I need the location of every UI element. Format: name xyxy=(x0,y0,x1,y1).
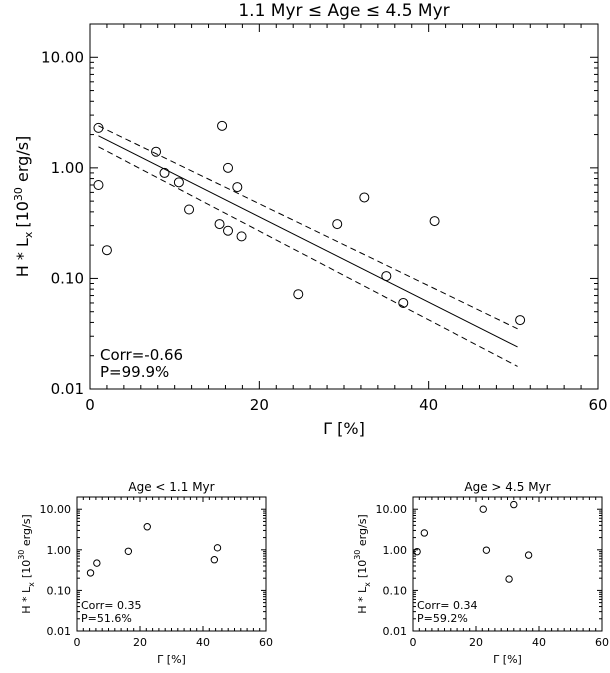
chart-title: 1.1 Myr ≤ Age ≤ 4.5 Myr xyxy=(238,1,449,21)
probability-label: P=51.6% xyxy=(81,612,132,625)
y-tick-label: 0.01 xyxy=(47,625,72,638)
data-point xyxy=(184,204,195,215)
y-tick-label: 10.00 xyxy=(41,48,84,66)
data-point xyxy=(524,551,533,559)
data-point xyxy=(151,146,162,157)
y-label-sub: x xyxy=(363,582,372,587)
data-point xyxy=(236,231,247,242)
data-point xyxy=(420,529,429,537)
data-point xyxy=(124,547,133,555)
data-point xyxy=(429,216,440,227)
y-tick-label: 0.10 xyxy=(51,269,84,287)
x-axis-label: Γ [%] xyxy=(493,653,522,666)
data-point xyxy=(223,162,234,173)
chart-1: 0 20 40 60 0.01 0.10 1.00 10.00 1.1 Myr ≤ Age ≤ … xyxy=(12,1,608,438)
fit-line xyxy=(98,135,518,348)
y-label-unit: erg/s] xyxy=(356,514,369,549)
data-point xyxy=(510,500,518,509)
y-tick-label: 1.00 xyxy=(47,544,72,557)
x-tick-label: 0 xyxy=(85,396,95,414)
y-tick-label: 1.00 xyxy=(51,159,84,177)
x-tick-label: 40 xyxy=(532,636,546,649)
y-tick-label: 0.10 xyxy=(47,584,72,597)
y-label-exp: 30 xyxy=(12,187,25,201)
x-tick-label: 60 xyxy=(595,636,609,649)
x-tick-label: 20 xyxy=(469,636,483,649)
y-label-main: H * L xyxy=(356,586,369,614)
y-label-unit: erg/s] xyxy=(20,514,33,549)
x-tick-label: 40 xyxy=(419,396,438,414)
data-point xyxy=(101,245,112,256)
y-tick-label: 10.00 xyxy=(40,503,72,516)
y-tick-label: 1.00 xyxy=(383,544,408,557)
data-point xyxy=(93,122,104,133)
data-point xyxy=(482,546,491,554)
data-point xyxy=(332,219,343,230)
data-point xyxy=(93,559,101,567)
confidence-lower-line xyxy=(98,146,518,367)
y-tick-label: 0.10 xyxy=(383,584,408,597)
confidence-upper-line xyxy=(98,125,518,330)
correlation-label: Corr= 0.35 xyxy=(81,599,141,612)
y-axis-label: H * Lx [1030 erg/s] xyxy=(17,514,36,613)
correlation-label: Corr=-0.66 xyxy=(100,346,183,364)
probability-label: P=99.9% xyxy=(100,363,169,381)
y-tick-label: 10.00 xyxy=(376,503,408,516)
x-tick-label: 40 xyxy=(196,636,210,649)
data-point xyxy=(223,225,234,236)
y-label-sub: x xyxy=(27,582,36,587)
x-axis-label: Γ [%] xyxy=(323,419,365,438)
y-label-exp: 30 xyxy=(17,550,26,560)
data-point xyxy=(515,315,526,326)
data-point xyxy=(143,523,151,531)
y-label-unit: erg/s] xyxy=(13,136,32,187)
chart-title: Age < 1.1 Myr xyxy=(128,480,214,494)
data-point xyxy=(381,271,392,282)
data-point xyxy=(86,569,95,577)
data-point xyxy=(173,177,184,188)
x-tick-label: 60 xyxy=(588,396,607,414)
y-label-main: H * L xyxy=(20,586,33,614)
y-tick-label: 0.01 xyxy=(383,625,408,638)
x-tick-label: 0 xyxy=(410,636,417,649)
y-label-main: H * L xyxy=(13,238,32,277)
data-point xyxy=(413,547,421,556)
data-point xyxy=(398,297,409,308)
data-point xyxy=(479,505,487,513)
data-point xyxy=(232,182,243,193)
y-axis-label: H * Lx [1030 erg/s] xyxy=(353,514,372,613)
x-axis-label: Γ [%] xyxy=(157,653,186,666)
y-axis-label: H * Lx [1030 erg/s] xyxy=(12,136,35,278)
x-tick-label: 0 xyxy=(74,636,81,649)
data-point xyxy=(217,120,228,131)
correlation-label: Corr= 0.34 xyxy=(417,599,477,612)
x-tick-label: 60 xyxy=(259,636,273,649)
data-point xyxy=(93,179,104,190)
data-point xyxy=(214,219,225,230)
probability-label: P=59.2% xyxy=(417,612,468,625)
chart-title: Age > 4.5 Myr xyxy=(464,480,550,494)
y-label-sub: x xyxy=(22,231,35,238)
y-label-exp: 30 xyxy=(353,550,362,560)
y-label-bracket: [10 xyxy=(20,560,33,578)
chart-3: 0 20 40 60 0.01 0.10 1.00 10.00 Age > 4.5 Myr Γ [… xyxy=(353,480,609,666)
data-point xyxy=(505,575,513,583)
data-point xyxy=(159,167,170,178)
data-point xyxy=(293,289,304,300)
data-point xyxy=(359,192,370,203)
x-tick-label: 20 xyxy=(133,636,147,649)
data-point xyxy=(213,544,222,552)
y-tick-label: 0.01 xyxy=(51,380,84,398)
x-tick-label: 20 xyxy=(250,396,269,414)
y-label-bracket: [10 xyxy=(356,560,369,578)
plot-frame xyxy=(89,23,599,390)
data-point xyxy=(210,556,219,564)
y-label-bracket: [10 xyxy=(13,201,32,228)
chart-2: 0 20 40 60 0.01 0.10 1.00 10.00 Age < 1.1 Myr Γ [… xyxy=(17,480,273,666)
